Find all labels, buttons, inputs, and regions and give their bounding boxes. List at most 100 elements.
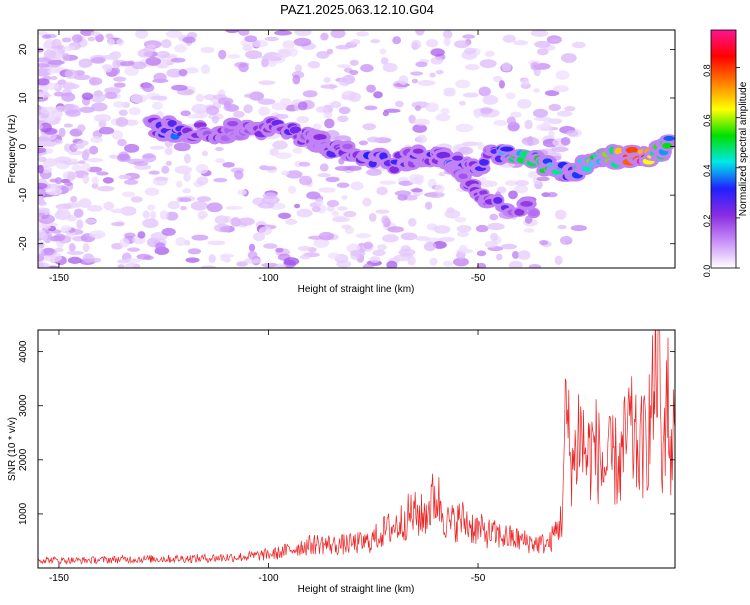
spectrogram-noise-cell (175, 236, 187, 247)
spectrogram-noise-cell (414, 236, 430, 241)
spectrogram-noise-cell (292, 74, 301, 85)
spectrogram-noise-cell (548, 104, 561, 112)
spectrogram-noise-cell (379, 48, 387, 55)
spectrogram-noise-cell (464, 64, 480, 71)
spectrogram-noise-cell (338, 76, 351, 87)
spectrogram-ridge-cell (313, 134, 327, 141)
spectrogram-noise-cell (308, 235, 325, 240)
spectrogram-noise-cell (38, 91, 45, 100)
spectrogram-noise-cell (111, 130, 123, 140)
spectrogram-noise-cell (105, 33, 114, 39)
spectrogram-noise-cell (372, 249, 386, 257)
spectrogram-noise-cell (400, 232, 418, 241)
spectrogram-noise-cell (452, 257, 469, 267)
spectrogram-noise-cell (84, 218, 97, 224)
spectrogram-noise-cell (120, 174, 132, 180)
spectrogram-noise-cell (200, 46, 215, 54)
spectrogram-noise-cell (566, 130, 579, 137)
spectrogram-noise-cell (362, 263, 374, 268)
spectrogram-noise-cell (93, 113, 112, 123)
spectrogram-noise-cell (165, 160, 172, 166)
spectrogram-noise-cell (38, 264, 47, 268)
spectrogram-noise-cell (274, 30, 292, 36)
spectrogram-noise-cell (214, 215, 229, 225)
spectrogram-noise-cell (413, 118, 430, 126)
snr-x-axis: -150 -100 -50 (49, 330, 486, 584)
spectrogram-noise-cell (91, 176, 99, 185)
spectrogram-noise-cell (120, 206, 137, 216)
spectrogram-noise-cell (508, 260, 523, 268)
spectrogram-noise-cell (38, 247, 43, 254)
spectrogram-noise-cell (341, 194, 348, 200)
spectrogram-noise-cell (257, 98, 276, 105)
spectrogram-noise-cell (155, 242, 166, 251)
spectrogram-noise-cell (55, 203, 72, 210)
spectrogram-noise-cell (82, 253, 95, 264)
spectrogram-noise-cell (363, 241, 373, 250)
spectrogram-noise-cell (111, 221, 125, 227)
spectrogram-y-tick-label: 10 (18, 92, 29, 104)
spectrogram-noise-cell (317, 173, 331, 178)
spectrogram-noise-cell (142, 152, 157, 163)
spectrogram-ridge-cell (452, 155, 464, 161)
spectrogram-noise-cell (508, 190, 518, 200)
spectrogram-noise-cell (331, 210, 340, 216)
spectrogram-noise-cell (230, 217, 241, 227)
spectrogram-noise-cell (51, 109, 63, 119)
colorbar-ticks: 0.0 0.2 0.4 0.6 0.8 (702, 64, 740, 277)
spectrogram-noise-cell (315, 198, 324, 206)
spectrogram-noise-cell (430, 48, 445, 57)
spectrogram-noise-cell (112, 59, 121, 69)
spectrogram-noise-cell (362, 197, 372, 207)
spectrogram-noise-cell (330, 101, 342, 109)
snr-y-axis: 1000 2000 3000 4000 (18, 340, 675, 525)
spectrogram-noise-cell (76, 219, 84, 230)
figure-title: PAZ1.2025.063.12.10.G04 (280, 2, 434, 17)
spectrogram-noise-cell (46, 82, 59, 91)
spectrogram-noise-cell (208, 254, 216, 263)
spectrogram-noise-cell (382, 62, 398, 73)
spectrogram-noise-cell (379, 180, 397, 185)
spectrogram-noise-cell (61, 92, 76, 102)
spectrogram-noise-cell (299, 254, 311, 260)
spectrogram-noise-cell (455, 123, 474, 133)
spectrogram-noise-cell (50, 76, 58, 81)
spectrogram-noise-cell (142, 218, 159, 229)
spectrogram-noise-cell (165, 211, 179, 221)
spectrogram-noise-cell (337, 206, 348, 211)
spectrogram-noise-cell (248, 243, 256, 252)
spectrogram-noise-cell (77, 124, 86, 133)
spectrogram-noise-cell (38, 253, 45, 262)
spectrogram-noise-cell (117, 138, 127, 147)
spectrogram-noise-cell (366, 136, 381, 143)
spectrogram-noise-cell (38, 241, 45, 249)
spectrogram-noise-cell (489, 213, 499, 221)
spectrogram-noise-cell (196, 163, 209, 174)
spectrogram-noise-cell (90, 31, 101, 37)
spectrogram-noise-cell (86, 158, 104, 163)
spectrogram-noise-cell (464, 47, 477, 55)
spectrogram-noise-cell (438, 171, 446, 177)
spectrogram-noise-cell (53, 91, 64, 97)
spectrogram-noise-cell (64, 69, 78, 79)
spectrogram-noise-cell (423, 241, 437, 252)
spectrogram-noise-cell (458, 146, 474, 155)
spectrogram-noise-cell (196, 176, 209, 186)
spectrogram-noise-cell (534, 40, 551, 48)
spectrogram-noise-cell (68, 242, 76, 253)
spectrogram-noise-cell (54, 156, 72, 164)
spectrogram-noise-cell (274, 113, 289, 120)
spectrogram-noise-cell (243, 258, 262, 264)
spectrogram-noise-cell (521, 78, 530, 86)
spectrogram-noise-cell (539, 239, 549, 246)
spectrogram-noise-cell (283, 257, 300, 266)
spectrogram-noise-cell (113, 82, 126, 88)
spectrogram-noise-cell (191, 234, 209, 241)
spectrogram-ridge-cell (663, 135, 675, 142)
spectrogram-noise-cell (316, 51, 330, 59)
spectrogram-noise-cell (123, 179, 139, 185)
spectrogram-noise-cell (38, 78, 50, 86)
spectrogram-x-axis: -150 -100 -50 (49, 30, 486, 284)
spectrogram-noise-cell (89, 92, 106, 103)
spectrogram-noise-cell (61, 37, 72, 43)
